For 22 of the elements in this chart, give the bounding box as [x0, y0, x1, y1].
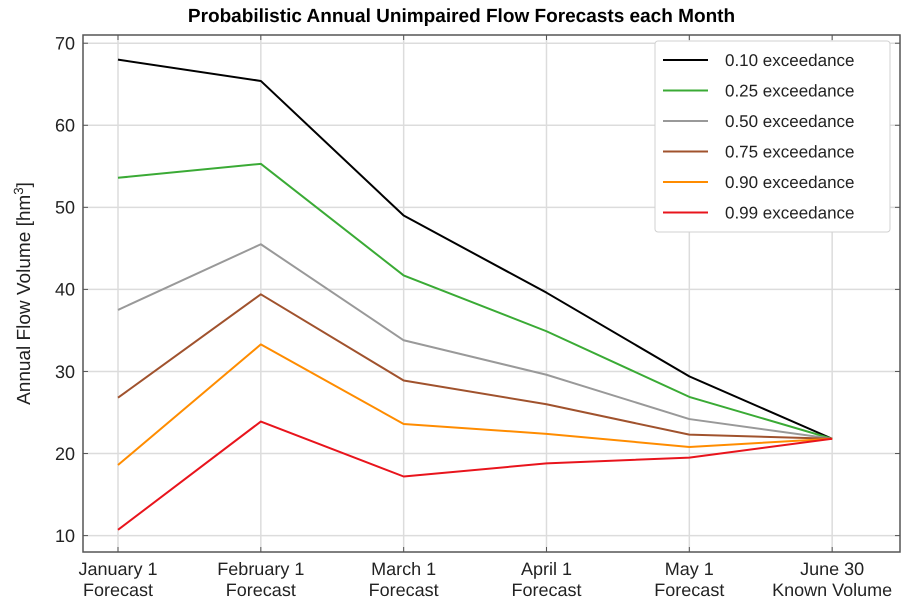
- legend-label: 0.99 exceedance: [725, 203, 854, 222]
- legend-label: 0.10 exceedance: [725, 50, 854, 70]
- y-tick-label: 10: [54, 526, 75, 546]
- chart-title: Probabilistic Annual Unimpaired Flow Forecasts each Month: [188, 6, 736, 27]
- legend-label: 0.25 exceedance: [725, 81, 854, 100]
- legend-label: 0.90 exceedance: [725, 172, 854, 192]
- y-tick-label: 50: [54, 198, 75, 218]
- y-tick-label: 40: [54, 280, 75, 300]
- y-tick-label: 70: [54, 34, 75, 54]
- legend-label: 0.75 exceedance: [725, 142, 854, 162]
- x-tick-label: March 1 Forecast: [368, 559, 439, 600]
- y-tick-label: 20: [54, 444, 75, 464]
- line-series: [116, 293, 834, 440]
- legend-label: 0.50 exceedance: [725, 112, 854, 131]
- line-series: [116, 420, 834, 531]
- x-tick-label: January 1 Forecast: [78, 559, 158, 600]
- x-tick-label: June 30 Known Volume: [772, 559, 892, 600]
- y-tick-label: 60: [54, 116, 75, 136]
- x-tick-label: February 1 Forecast: [217, 559, 304, 600]
- y-tick-label: 30: [54, 362, 75, 382]
- x-tick-label: May 1 Forecast: [654, 559, 724, 600]
- x-tick-label: April 1 Forecast: [511, 559, 582, 600]
